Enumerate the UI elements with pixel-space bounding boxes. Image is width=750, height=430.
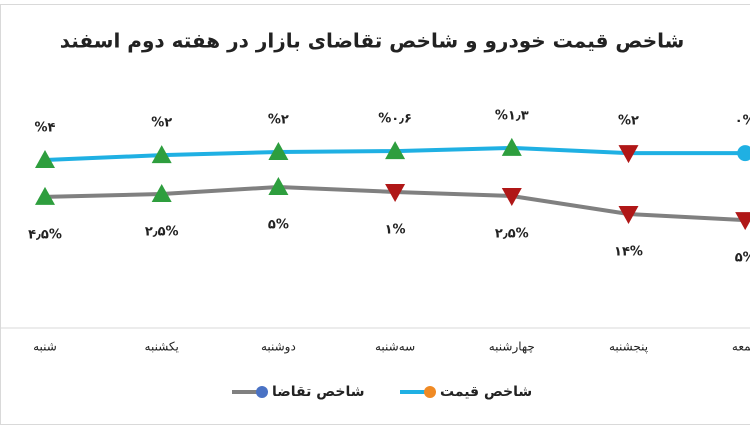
marker-down <box>735 212 750 231</box>
change-label: ۲٫۵% <box>145 224 179 239</box>
marker-up <box>385 141 406 160</box>
change-label: ۵% <box>268 218 289 233</box>
x-tick-label: یکشنبه <box>145 340 179 354</box>
marker-up <box>151 183 172 202</box>
marker-up <box>268 177 289 196</box>
change-label: %۲ <box>268 112 289 127</box>
x-tick-label: جمعه <box>732 340 750 354</box>
legend-dot <box>256 386 268 398</box>
change-label: %۲ <box>618 114 639 129</box>
x-tick-label: دوشنبه <box>261 340 296 355</box>
marker-up <box>35 150 55 169</box>
marker-up <box>35 186 55 205</box>
marker-point <box>737 145 750 162</box>
marker-down <box>618 145 639 164</box>
frame <box>0 4 750 425</box>
change-label: ۵% <box>735 251 750 266</box>
x-tick-label: شنبه <box>33 340 57 354</box>
legend-dot <box>424 386 436 398</box>
change-label: ۲٫۵% <box>495 227 529 242</box>
marker-down <box>385 183 406 202</box>
x-tick-label: سه‌شنبه <box>375 340 415 354</box>
marker-down <box>618 206 639 224</box>
marker-up <box>151 145 172 164</box>
marker-down <box>501 188 522 207</box>
change-label: %۴ <box>35 121 56 136</box>
x-tick-label: پنجشنبه <box>609 340 648 354</box>
marker-up <box>501 137 522 156</box>
change-label: %۰٫۶ <box>378 112 412 127</box>
marker-up <box>268 141 289 160</box>
change-label: ۰% <box>735 114 750 129</box>
change-label: ۱% <box>385 222 406 237</box>
legend-label: شاخص تقاضا <box>272 384 364 400</box>
chart-title: شاخص قیمت خودرو و شاخص تقاضای بازار در ه… <box>60 29 685 53</box>
change-label: ۱۴% <box>614 245 643 260</box>
x-tick-label: چهارشنبه <box>489 340 535 355</box>
change-label: %۲ <box>151 116 172 131</box>
legend-label: شاخص قیمت <box>440 384 532 400</box>
change-label: %۱٫۳ <box>495 108 529 123</box>
change-label: ۴٫۵% <box>28 227 62 242</box>
